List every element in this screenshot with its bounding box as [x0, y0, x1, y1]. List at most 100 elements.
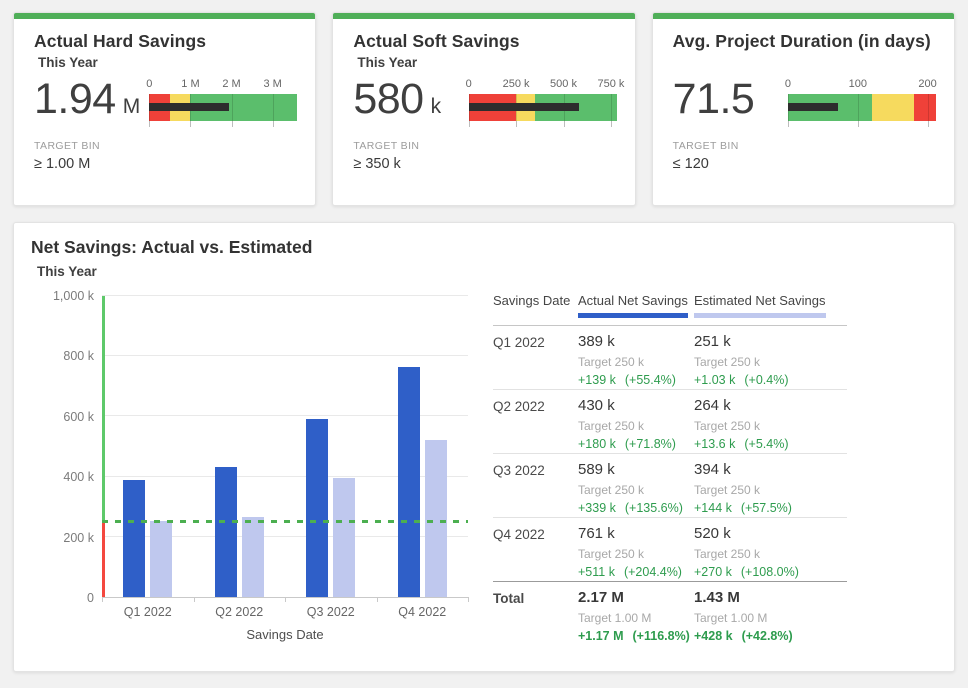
estimated-value: 251 k	[694, 334, 847, 350]
kpi-card-actual-soft-savings[interactable]: Actual Soft Savings This Year 580 k 0250…	[332, 12, 635, 206]
bullet-tick-label: 1 M	[181, 78, 199, 90]
bullet-bar	[149, 94, 297, 121]
actual-value: 2.17 M	[578, 590, 694, 606]
panel-subtitle: This Year	[37, 264, 97, 279]
y-axis-tick-label: 200 k	[63, 531, 94, 545]
column-header-estimated-net-savings: Estimated Net Savings	[694, 293, 847, 318]
row-label: Q2 2022	[493, 398, 578, 453]
card-title: Avg. Project Duration (in days)	[673, 31, 936, 52]
row-label: Total	[493, 590, 578, 646]
table-row-q2-2022[interactable]: Q2 2022430 kTarget 250 k+180 k(+71.8%)26…	[493, 390, 847, 454]
x-axis-tick-mark	[377, 597, 378, 602]
bullet-tick-mark	[858, 94, 859, 121]
estimated-value: 1.43 M	[694, 590, 847, 606]
estimated-target: Target 250 k	[694, 484, 847, 497]
x-axis-tick-mark	[468, 597, 469, 602]
target-reference-line	[102, 520, 468, 523]
bullet-bar	[788, 94, 936, 121]
table-body: Q1 2022389 kTarget 250 k+139 k(+55.4%)25…	[493, 326, 847, 646]
actual-net-savings-cell: 430 kTarget 250 k+180 k(+71.8%)	[578, 398, 694, 453]
bar-chart-plot-area[interactable]	[102, 296, 468, 598]
bullet-tick-label: 500 k	[550, 78, 577, 90]
bullet-tick-mark	[273, 121, 274, 127]
bullet-tick-mark	[611, 121, 612, 127]
bar-actual-q3-2022[interactable]	[306, 419, 328, 597]
table-row-q3-2022[interactable]: Q3 2022589 kTarget 250 k+339 k(+135.6%)3…	[493, 454, 847, 518]
variance-percent: (+55.4%)	[625, 373, 676, 387]
actual-net-savings-cell: 761 kTarget 250 k+511 k(+204.4%)	[578, 526, 694, 581]
kpi-value: 580 k	[353, 76, 441, 130]
variance-percent: (+116.8%)	[633, 629, 690, 643]
kpi-main: 1.94 M 01 M2 M3 M	[34, 76, 297, 130]
bar-estimated-q1-2022[interactable]	[150, 521, 172, 597]
bar-estimated-q2-2022[interactable]	[242, 517, 264, 597]
x-axis-category-label: Q1 2022	[102, 605, 194, 619]
bar-actual-q4-2022[interactable]	[398, 367, 420, 597]
estimated-target: Target 250 k	[694, 548, 847, 561]
bar-estimated-q4-2022[interactable]	[425, 440, 447, 597]
net-savings-panel: Net Savings: Actual vs. Estimated This Y…	[13, 222, 955, 672]
estimated-target: Target 250 k	[694, 356, 847, 369]
variance-amount: +1.03 k	[694, 373, 735, 387]
actual-target: Target 250 k	[578, 548, 694, 561]
bullet-tick-mark	[149, 121, 150, 127]
bullet-tick-label: 200	[918, 78, 936, 90]
kpi-value: 71.5	[673, 76, 762, 130]
dashboard: Actual Hard Savings This Year 1.94 M 01 …	[0, 0, 968, 688]
card-body: Actual Hard Savings This Year 1.94 M 01 …	[14, 19, 315, 130]
actual-net-savings-cell: 2.17 MTarget 1.00 M+1.17 M(+116.8%)	[578, 590, 694, 646]
card-body: Avg. Project Duration (in days) 71.5 010…	[653, 19, 954, 130]
target-bin-value: ≥ 350 k	[353, 156, 400, 172]
bar-actual-q2-2022[interactable]	[215, 467, 237, 597]
estimated-net-savings-cell: 1.43 MTarget 1.00 M+428 k(+42.8%)	[694, 590, 847, 646]
x-axis-category-label: Q2 2022	[194, 605, 286, 619]
x-axis-tick-mark	[102, 597, 103, 602]
table-row-q1-2022[interactable]: Q1 2022389 kTarget 250 k+139 k(+55.4%)25…	[493, 326, 847, 390]
bullet-measure-bar	[788, 103, 838, 111]
bar-estimated-q3-2022[interactable]	[333, 478, 355, 597]
estimated-variance: +1.03 k (+0.4%)	[694, 373, 847, 387]
kpi-value-number: 71.5	[673, 76, 755, 122]
bullet-tick-mark	[858, 121, 859, 127]
estimated-net-savings-cell: 251 k Target 250 k +1.03 k (+0.4%)	[694, 334, 847, 389]
actual-value: 389 k	[578, 334, 694, 350]
estimated-value: 520 k	[694, 526, 847, 542]
variance-percent: (+135.6%)	[625, 501, 683, 515]
bar-actual-q1-2022[interactable]	[123, 480, 145, 597]
bullet-tick-mark	[928, 121, 929, 127]
variance-amount: +144 k	[694, 501, 732, 515]
estimated-net-savings-cell: 520 kTarget 250 k+270 k(+108.0%)	[694, 526, 847, 581]
variance-percent: (+0.4%)	[744, 373, 788, 387]
column-header-actual-net-savings: Actual Net Savings	[578, 293, 694, 318]
actual-variance: +139 k(+55.4%)	[578, 373, 694, 387]
gridline	[102, 355, 468, 356]
target-bin-value: ≥ 1.00 M	[34, 156, 90, 172]
variance-percent: (+71.8%)	[625, 437, 676, 451]
actual-value: 761 k	[578, 526, 694, 542]
variance-amount: +428 k	[694, 629, 733, 643]
bullet-tick-mark	[611, 94, 612, 121]
x-axis-tick-mark	[194, 597, 195, 602]
kpi-main: 71.5 0100200	[673, 76, 936, 130]
card-subtitle	[677, 55, 936, 73]
kpi-card-avg-project-duration[interactable]: Avg. Project Duration (in days) 71.5 010…	[652, 12, 955, 206]
variance-amount: +339 k	[578, 501, 616, 515]
target-bin-label: TARGET BIN	[34, 140, 100, 152]
card-subtitle: This Year	[38, 55, 297, 73]
y-axis-tick-label: 800 k	[63, 349, 94, 363]
table-row-total[interactable]: Total2.17 MTarget 1.00 M+1.17 M(+116.8%)…	[493, 582, 847, 646]
bullet-measure-bar	[149, 103, 229, 111]
kpi-main: 580 k 0250 k500 k750 k	[353, 76, 616, 130]
x-axis-tick-mark	[285, 597, 286, 602]
bullet-tick-label: 3 M	[263, 78, 281, 90]
variance-amount: +511 k	[578, 565, 615, 579]
bullet-chart: 0250 k500 k750 k	[469, 78, 617, 130]
kpi-card-actual-hard-savings[interactable]: Actual Hard Savings This Year 1.94 M 01 …	[13, 12, 316, 206]
variance-amount: +13.6 k	[694, 437, 735, 451]
kpi-value-unit: M	[123, 95, 141, 119]
y-axis-labels: 0200 k400 k600 k800 k1,000 k	[14, 296, 94, 598]
bullet-tick-label: 0	[146, 78, 152, 90]
table-row-q4-2022[interactable]: Q4 2022761 kTarget 250 k+511 k(+204.4%)5…	[493, 518, 847, 582]
x-axis-category-label: Q3 2022	[285, 605, 377, 619]
estimated-variance: +13.6 k(+5.4%)	[694, 437, 847, 451]
